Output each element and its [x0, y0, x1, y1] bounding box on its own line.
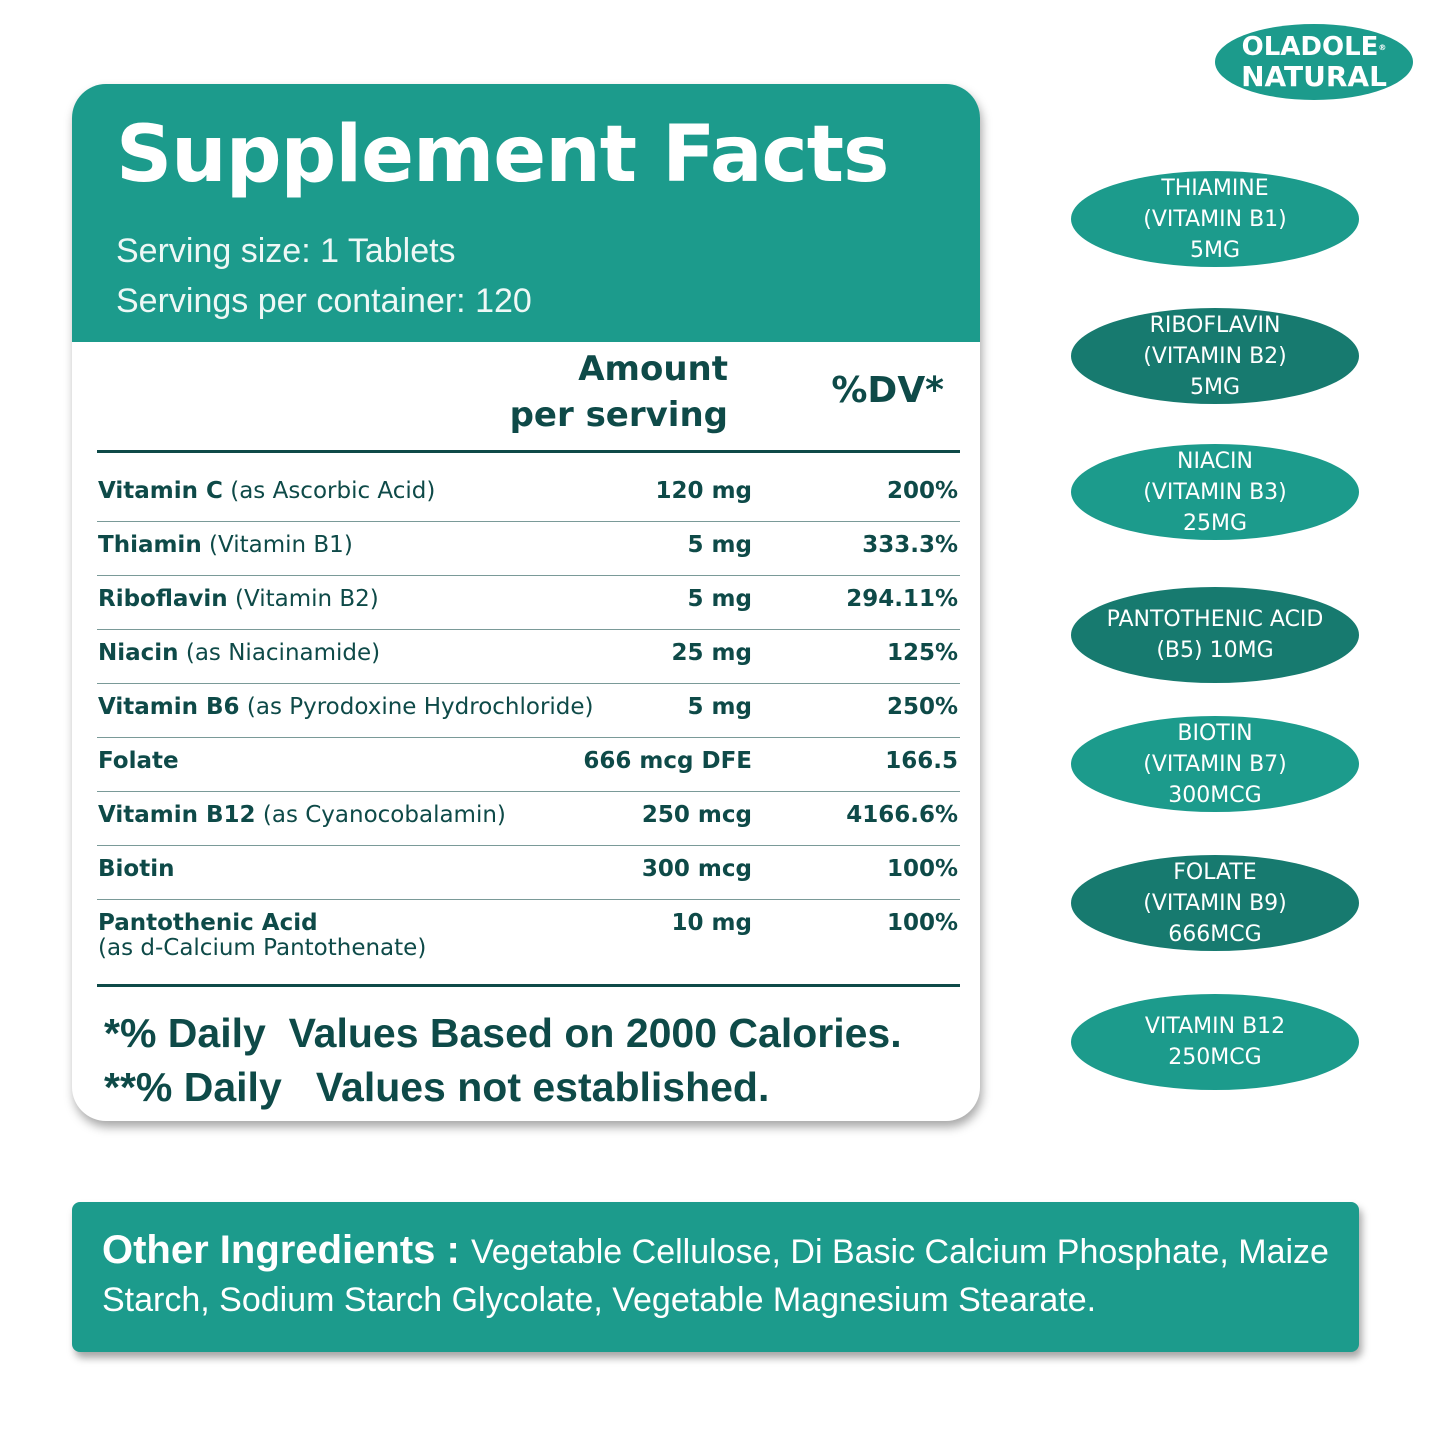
nutrient-dv: 333.3%	[862, 532, 958, 558]
footer-divider	[97, 984, 960, 987]
nutrient-name: Pantothenic Acid (as d-Calcium Pantothena…	[98, 910, 427, 961]
nutrient-amount: 250 mcg	[641, 802, 752, 828]
other-ingredients-label: Other Ingredients :	[102, 1228, 471, 1272]
brand-name-line1: OLADOLE®	[1241, 32, 1387, 62]
nutrient-name: Vitamin C (as Ascorbic Acid)	[98, 478, 436, 504]
other-ingredients-text: Vegetable Cellulose, Di Basic Calcium Ph…	[102, 1233, 1329, 1319]
table-row: Vitamin C (as Ascorbic Acid) 120 mg 200%	[97, 468, 960, 522]
table-row: Biotin 300 mcg 100%	[97, 846, 960, 900]
badge-niacin: NIACIN (VITAMIN B3) 25MG	[1071, 444, 1359, 540]
serving-size: Serving size: 1 Tablets	[116, 232, 456, 270]
amount-header-line1: Amount	[578, 349, 728, 389]
table-row: Folate 666 mcg DFE 166.5	[97, 738, 960, 792]
footnotes: *% Daily Values Based on 2000 Calories. *…	[104, 1006, 902, 1114]
table-row: Pantothenic Acid (as d-Calcium Pantothena…	[97, 900, 960, 980]
footnote-daily-values: *% Daily Values Based on 2000 Calories.	[104, 1010, 902, 1056]
nutrient-amount: 5 mg	[687, 586, 752, 612]
table-row: Thiamin (Vitamin B1) 5 mg 333.3%	[97, 522, 960, 576]
nutrient-name: Vitamin B12 (as Cyanocobalamin)	[98, 802, 506, 828]
nutrient-name: Riboflavin (Vitamin B2)	[98, 586, 379, 612]
nutrient-name: Thiamin (Vitamin B1)	[98, 532, 353, 558]
brand-logo: OLADOLE® NATURAL	[1215, 24, 1413, 100]
badge-riboflavin: RIBOFLAVIN (VITAMIN B2) 5MG	[1071, 308, 1359, 404]
nutrient-dv: 250%	[886, 694, 958, 720]
nutrient-amount: 5 mg	[687, 532, 752, 558]
nutrient-amount: 10 mg	[671, 910, 752, 936]
nutrient-table: Vitamin C (as Ascorbic Acid) 120 mg 200%…	[97, 468, 960, 980]
nutrient-name: Niacin (as Niacinamide)	[98, 640, 381, 666]
nutrient-dv: 294.11%	[846, 586, 958, 612]
servings-per-container: Servings per container: 120	[116, 282, 532, 320]
badge-thiamine: THIAMINE (VITAMIN B1) 5MG	[1071, 171, 1359, 267]
badge-biotin: BIOTIN (VITAMIN B7) 300MCG	[1071, 716, 1359, 812]
nutrient-amount: 120 mg	[655, 478, 752, 504]
nutrient-name: Vitamin B6 (as Pyrodoxine Hydrochloride)	[98, 694, 594, 720]
dv-column-header: %DV*	[831, 370, 944, 411]
nutrient-dv: 4166.6%	[846, 802, 958, 828]
nutrient-name: Biotin	[98, 856, 175, 882]
supplement-facts-panel: Supplement Facts Serving size: 1 Tablets…	[72, 84, 980, 1121]
nutrient-dv: 125%	[886, 640, 958, 666]
header-divider	[97, 450, 960, 453]
nutrient-dv: 100%	[886, 856, 958, 882]
nutrient-name: Folate	[98, 748, 179, 774]
nutrient-dv: 200%	[886, 478, 958, 504]
nutrient-dv: 100%	[886, 910, 958, 936]
badge-pantothenic-acid: PANTOTHENIC ACID (B5) 10MG	[1071, 587, 1359, 683]
table-row: Niacin (as Niacinamide) 25 mg 125%	[97, 630, 960, 684]
badge-folate: FOLATE (VITAMIN B9) 666MCG	[1071, 855, 1359, 951]
nutrient-dv: 166.5	[885, 748, 958, 774]
other-ingredients-panel: Other Ingredients : Vegetable Cellulose,…	[72, 1202, 1359, 1352]
table-row: Riboflavin (Vitamin B2) 5 mg 294.11%	[97, 576, 960, 630]
nutrient-amount: 666 mcg DFE	[583, 748, 752, 774]
nutrient-amount: 25 mg	[671, 640, 752, 666]
panel-header: Supplement Facts Serving size: 1 Tablets…	[72, 84, 980, 342]
amount-column-header: Amount per serving	[510, 346, 728, 438]
table-row: Vitamin B6 (as Pyrodoxine Hydrochloride)…	[97, 684, 960, 738]
brand-name-line2: NATURAL	[1241, 60, 1387, 93]
registered-mark: ®	[1378, 43, 1387, 52]
amount-header-line2: per serving	[509, 395, 728, 435]
badge-vitamin-b12: VITAMIN B12 250MCG	[1071, 994, 1359, 1090]
table-row: Vitamin B12 (as Cyanocobalamin) 250 mcg …	[97, 792, 960, 846]
nutrient-amount: 300 mcg	[641, 856, 752, 882]
nutrient-amount: 5 mg	[687, 694, 752, 720]
panel-title: Supplement Facts	[116, 110, 889, 200]
footnote-not-established: **% Daily Values not established.	[104, 1064, 770, 1110]
